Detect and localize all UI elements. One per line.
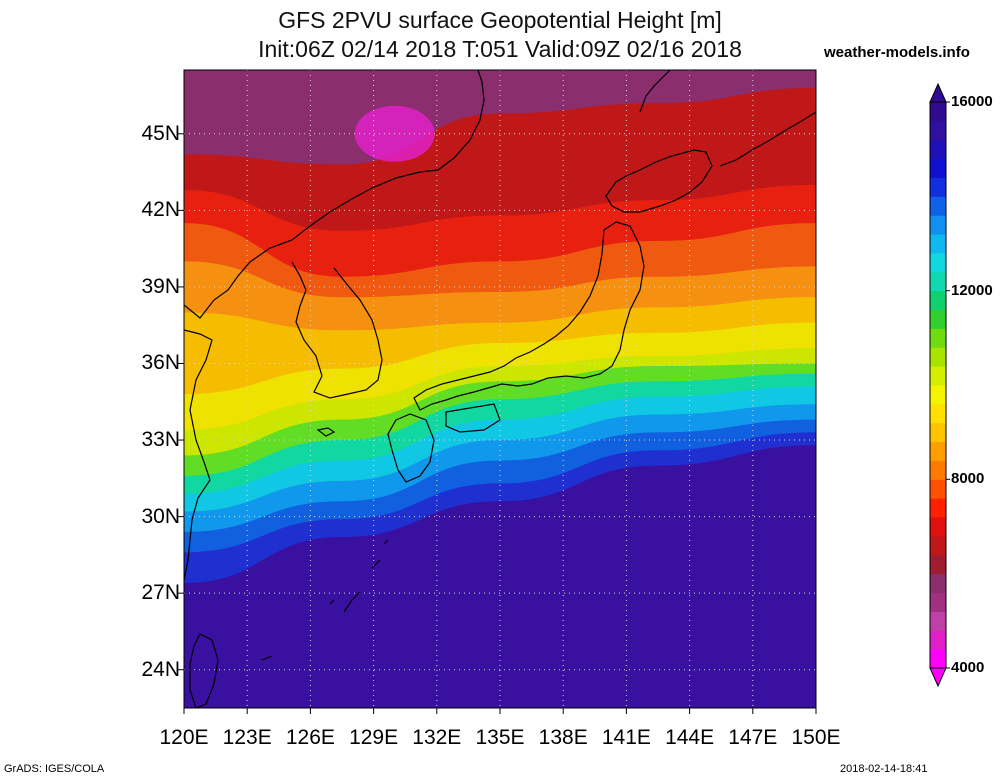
colorbar-segment bbox=[930, 309, 946, 329]
lat-label: 24N bbox=[141, 657, 180, 681]
colorbar-segment bbox=[930, 498, 946, 518]
colorbar-segment bbox=[930, 441, 946, 461]
islands-ryukyu bbox=[261, 539, 389, 661]
colorbar-segment bbox=[930, 102, 946, 122]
coastline-sakhalin bbox=[639, 70, 671, 113]
field-band bbox=[184, 445, 816, 708]
colorbar bbox=[929, 82, 950, 688]
colorbar-segment bbox=[930, 328, 946, 348]
colorbar-segment bbox=[930, 611, 946, 631]
map-title: GFS 2PVU surface Geopotential Height [m] bbox=[278, 7, 722, 33]
footer-credit: GrADS: IGES/COLA bbox=[4, 763, 105, 775]
coastline-asia-mainland bbox=[184, 70, 485, 319]
coastline-kyushu bbox=[387, 413, 435, 483]
coastline-taiwan bbox=[189, 633, 219, 708]
colorbar-segment bbox=[930, 517, 946, 537]
colorbar-segment bbox=[930, 139, 946, 160]
colorbar-segment bbox=[930, 158, 946, 178]
coastline-hokkaido bbox=[605, 149, 713, 213]
lon-label: 132E bbox=[412, 726, 462, 749]
lat-label: 39N bbox=[141, 274, 180, 298]
lon-label: 138E bbox=[538, 726, 588, 749]
lon-label: 120E bbox=[159, 726, 209, 749]
lat-label: 42N bbox=[141, 198, 180, 222]
colorbar-label: 16000 bbox=[951, 93, 993, 110]
lon-label: 150E bbox=[791, 726, 841, 749]
colorbar-segment bbox=[930, 290, 946, 311]
coastline-korea bbox=[291, 261, 383, 399]
colorbar-label: 8000 bbox=[951, 470, 985, 488]
lon-label: 123E bbox=[222, 726, 272, 749]
island-jeju bbox=[316, 427, 336, 437]
colorbar-segment bbox=[930, 215, 946, 235]
brand-label: weather-models.info bbox=[824, 44, 970, 61]
colorbar-segment bbox=[930, 554, 946, 575]
coastline-honshu bbox=[413, 221, 645, 411]
lon-label: 135E bbox=[475, 726, 525, 749]
axis-ticks bbox=[178, 133, 817, 714]
colorbar-segment bbox=[930, 460, 946, 480]
islands-kuril bbox=[719, 111, 816, 167]
lat-label: 33N bbox=[141, 428, 180, 452]
lat-label: 30N bbox=[141, 504, 180, 528]
map-subtitle: Init:06Z 02/14 2018 T:051 Valid:09Z 02/1… bbox=[258, 36, 742, 62]
colorbar-segment bbox=[930, 649, 946, 669]
colorbar-segment bbox=[930, 403, 946, 424]
lon-label: 147E bbox=[728, 726, 778, 749]
lon-label: 129E bbox=[349, 726, 399, 749]
colorbar-segment bbox=[930, 196, 946, 216]
colorbar-max-arrow bbox=[929, 82, 947, 103]
grid-lines bbox=[184, 70, 816, 708]
colorbar-segment bbox=[930, 234, 946, 254]
coastlines bbox=[184, 70, 816, 708]
lon-label: 141E bbox=[601, 726, 651, 749]
colorbar-segment bbox=[930, 177, 946, 197]
colorbar-label: 4000 bbox=[951, 659, 985, 676]
coastline-shikoku bbox=[445, 403, 501, 433]
coastline-china-east bbox=[184, 329, 213, 581]
colorbar-segment bbox=[930, 592, 946, 612]
lon-label: 144E bbox=[665, 726, 715, 749]
colorbar-segment bbox=[930, 573, 946, 594]
colorbar-frame bbox=[929, 101, 947, 669]
footer-timestamp: 2018-02-14-18:41 bbox=[840, 763, 928, 775]
colorbar-min-arrow bbox=[929, 667, 947, 688]
colorbar-segment bbox=[930, 479, 946, 499]
lat-label: 45N bbox=[141, 121, 180, 145]
colorbar-segment bbox=[930, 385, 946, 405]
colorbar-segment bbox=[930, 422, 946, 443]
colorbar-segment bbox=[930, 366, 946, 386]
lon-label: 126E bbox=[285, 726, 335, 749]
lat-label: 27N bbox=[141, 581, 180, 605]
lat-label: 36N bbox=[141, 351, 180, 375]
geopotential-field bbox=[184, 70, 816, 708]
colorbar-segment bbox=[930, 535, 946, 556]
colorbar-segment bbox=[930, 630, 946, 650]
colorbar-segment bbox=[930, 271, 946, 292]
colorbar-segment bbox=[930, 120, 946, 141]
colorbar-segment bbox=[930, 347, 946, 367]
colorbar-label: 12000 bbox=[951, 281, 993, 299]
colorbar-segment bbox=[930, 252, 946, 273]
